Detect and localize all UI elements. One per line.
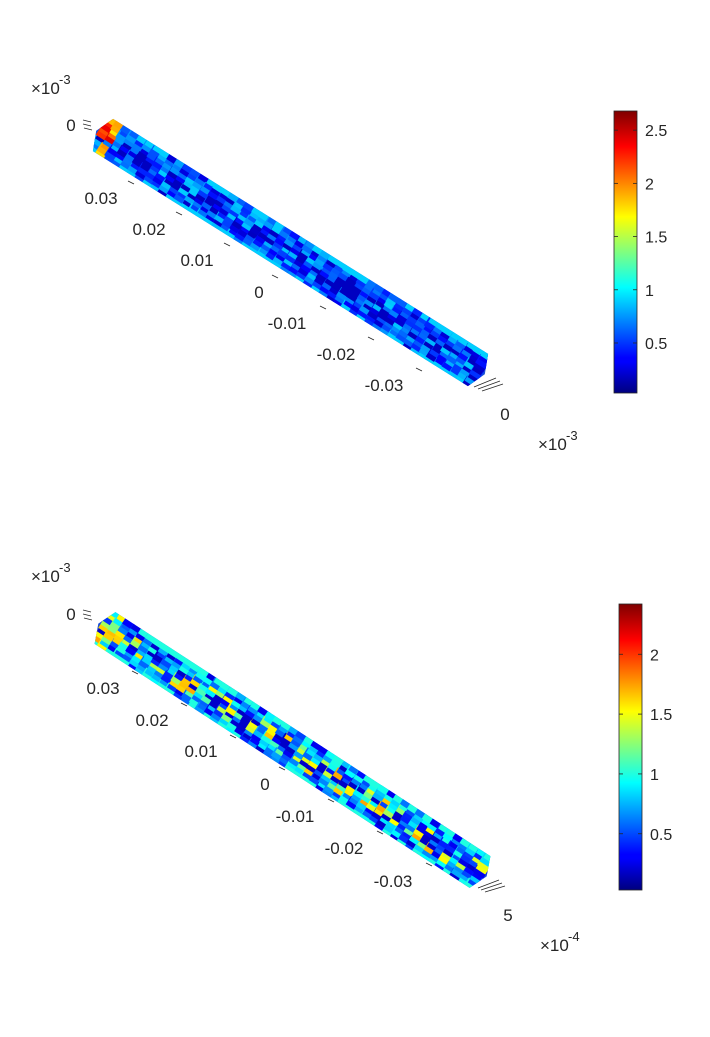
colorbar-ticks: 2 1.5 1 0.5: [619, 647, 672, 844]
colorbar-tick-label: 2.5: [645, 123, 667, 140]
tick-label-side: 5: [503, 906, 512, 925]
colorbar-ticks: 2.5 2 1.5 1 0.5: [614, 123, 667, 353]
axis-tick-marks: [82, 119, 504, 392]
tick-label: 0: [260, 775, 269, 794]
tick-label: 0.03: [86, 679, 119, 698]
tick-label: 0.02: [132, 220, 165, 239]
exponent-label-side: ×10 -3: [538, 428, 578, 454]
exponent-base: ×10: [31, 79, 60, 98]
exponent-power: -3: [566, 428, 578, 443]
exponent-base: ×10: [31, 567, 60, 586]
tick-label: -0.02: [325, 839, 364, 858]
colorbar-tick-label: 2: [650, 647, 659, 664]
axis-tick-labels: 0.03 0.02 0.01 0 -0.01 -0.02 -0.03: [84, 189, 403, 395]
exponent-base: ×10: [538, 435, 567, 454]
exponent-base: ×10: [540, 936, 569, 955]
exponent-power: -4: [568, 929, 580, 944]
colorbar-tick-label: 1.5: [650, 707, 672, 724]
colorbar-tick-label: 0.5: [650, 827, 672, 844]
exponent-power: -3: [59, 560, 71, 575]
axis-tick-marks: [82, 609, 506, 893]
tick-label: 0: [254, 283, 263, 302]
exponent-label-top: ×10 -3: [31, 560, 71, 586]
exponent-power: -3: [59, 72, 71, 87]
colorbar-tick-label: 1: [645, 283, 654, 300]
axis-tick-labels: 0.03 0.02 0.01 0 -0.01 -0.02 -0.03: [86, 679, 412, 891]
tick-label-side: 0: [500, 405, 509, 424]
tick-label: -0.01: [276, 807, 315, 826]
tick-label-top: 0: [66, 605, 75, 624]
colorbar-gradient: [618, 603, 643, 891]
panel-2: ×10 -3 0 0.03 0.02 0.01 0 -0.01 -0.02 -0…: [31, 560, 672, 955]
voxel: [463, 877, 480, 888]
tick-label: 0.01: [184, 742, 217, 761]
colorbar-tick-label: 0.5: [645, 336, 667, 353]
exponent-label-side: ×10 -4: [540, 929, 580, 955]
tick-label: -0.03: [374, 872, 413, 891]
colorbar-tick-label: 1.5: [645, 230, 667, 247]
colorbar: 2.5 2 1.5 1 0.5: [613, 110, 667, 394]
voxel: [483, 850, 491, 864]
tick-label-top: 0: [66, 116, 75, 135]
voxel-cells: [92, 118, 489, 387]
tick-label: 0.01: [180, 251, 213, 270]
colorbar-tick-label: 2: [645, 176, 654, 193]
cylinder-surface: [94, 612, 491, 888]
tick-label: 0.02: [135, 711, 168, 730]
colorbar-gradient: [613, 110, 638, 394]
colorbar-tick-label: 1: [650, 767, 659, 784]
voxel: [428, 315, 440, 327]
voxel-cells: [94, 612, 491, 888]
tick-label: 0.03: [84, 189, 117, 208]
voxel: [333, 753, 347, 766]
panel-1: ×10 -3 0 0.03 0.02 0.01 0 -0.01 -0.02 -0…: [31, 72, 667, 454]
exponent-label-top: ×10 -3: [31, 72, 71, 98]
tick-label: -0.03: [365, 376, 404, 395]
tick-label: -0.01: [268, 314, 307, 333]
cylinder-surface: [92, 118, 489, 387]
tick-label: -0.02: [317, 345, 356, 364]
colorbar: 2 1.5 1 0.5: [618, 603, 672, 891]
